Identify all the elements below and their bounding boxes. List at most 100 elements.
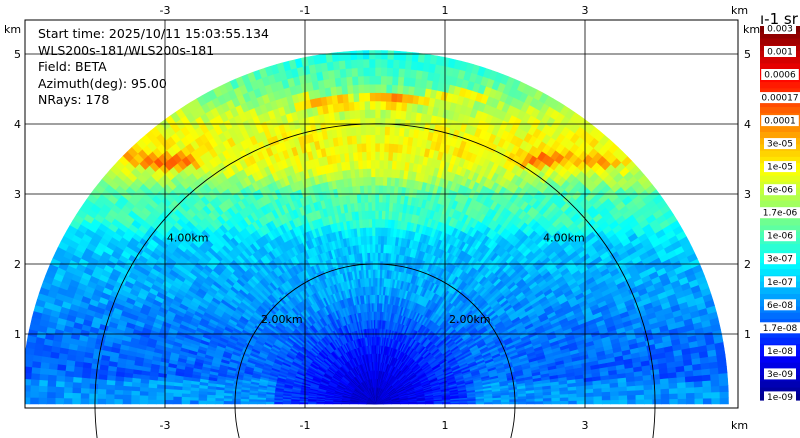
sector-cell <box>382 184 387 195</box>
sector-cell <box>710 373 720 381</box>
sector-cell <box>381 193 387 203</box>
sector-cell <box>364 125 371 136</box>
sector-cell <box>568 400 578 405</box>
sector-cell <box>374 109 381 119</box>
sector-cell <box>344 59 352 69</box>
sector-cell <box>384 117 391 127</box>
sector-cell <box>660 388 670 395</box>
sector-cell <box>374 126 381 135</box>
sector-cell <box>362 50 370 60</box>
sector-cell <box>702 385 712 393</box>
sector-cell <box>385 75 393 85</box>
sector-cell <box>394 109 402 120</box>
sector-cell <box>369 109 376 119</box>
sector-cell <box>643 388 653 395</box>
sector-cell <box>379 142 385 153</box>
sector-cell <box>368 50 376 60</box>
sector-cell <box>370 184 376 194</box>
sector-cell <box>677 387 687 394</box>
sector-cell <box>356 58 364 69</box>
sector-cell <box>353 101 360 111</box>
sector-cell <box>367 201 372 211</box>
sector-cell <box>643 398 654 405</box>
sector-cell <box>378 151 385 161</box>
sector-cell <box>357 84 365 94</box>
sector-cell <box>374 167 380 178</box>
sector-cell <box>374 260 378 270</box>
sector-cell <box>392 50 401 61</box>
sector-cell <box>390 92 398 103</box>
sector-cell <box>718 378 729 387</box>
sector-cell <box>676 376 686 383</box>
sector-cell <box>350 59 358 69</box>
sector-cell <box>386 67 394 77</box>
sector-cell <box>374 159 380 169</box>
sector-cell <box>362 67 370 77</box>
sector-cell <box>363 92 371 102</box>
sector-cell <box>362 58 370 68</box>
sector-cell <box>702 397 713 405</box>
sector-cell <box>719 384 729 393</box>
sector-cell <box>388 126 395 136</box>
sector-cell <box>374 277 378 287</box>
sector-cell <box>718 372 728 381</box>
sector-cell <box>380 75 387 85</box>
sector-cell <box>559 400 569 405</box>
sector-cell <box>593 399 603 405</box>
sector-cell <box>660 398 670 405</box>
sector-cell <box>374 243 379 253</box>
sector-cell <box>551 400 561 405</box>
sector-cell <box>377 218 382 228</box>
sector-cell <box>400 101 408 112</box>
sector-cell <box>387 151 394 161</box>
sector-cell <box>365 151 372 161</box>
sector-cell <box>369 126 376 135</box>
sector-cell <box>584 395 595 401</box>
sector-cell <box>635 394 645 400</box>
sector-cell <box>364 117 371 127</box>
sector-cell <box>378 184 384 195</box>
sector-cell <box>352 84 359 94</box>
sector-cell <box>635 389 645 396</box>
sector-cell <box>343 51 352 61</box>
sector-cell <box>366 168 372 178</box>
sector-cell <box>386 176 392 187</box>
sector-cell <box>391 75 399 86</box>
sector-cell <box>374 227 379 236</box>
sector-cell <box>351 75 359 86</box>
sector-cell <box>610 399 620 405</box>
sector-cell <box>643 393 654 400</box>
sector-cell <box>380 83 387 94</box>
sector-cell <box>374 100 381 110</box>
sector-cell <box>391 84 398 94</box>
sector-cell <box>710 385 721 393</box>
sector-cell <box>568 396 578 401</box>
sector-cell <box>693 374 703 382</box>
sector-cell <box>526 400 536 405</box>
sector-cell <box>374 201 379 211</box>
sector-cell <box>380 67 388 77</box>
sector-cell <box>378 201 383 211</box>
sector-cell <box>542 400 553 405</box>
sector-cell <box>380 58 388 68</box>
sector-cell <box>676 381 687 389</box>
sector-cell <box>374 50 382 60</box>
sector-cell <box>345 76 353 86</box>
sector-cell <box>359 109 366 119</box>
sector-cell <box>366 176 372 186</box>
sector-cell <box>352 92 360 103</box>
sector-cell <box>576 396 586 401</box>
sector-cell <box>378 193 383 203</box>
sector-cell <box>368 66 376 77</box>
sector-cell <box>368 75 376 85</box>
sector-cell <box>371 227 376 236</box>
sector-cell <box>371 201 376 211</box>
sector-cell <box>384 126 391 136</box>
sector-cell <box>694 386 704 394</box>
sector-cell <box>369 100 376 110</box>
sector-cell <box>374 117 381 127</box>
sector-cell <box>369 134 376 144</box>
sector-cell <box>396 84 404 95</box>
sector-cell <box>363 83 370 94</box>
sector-cell <box>377 260 381 270</box>
